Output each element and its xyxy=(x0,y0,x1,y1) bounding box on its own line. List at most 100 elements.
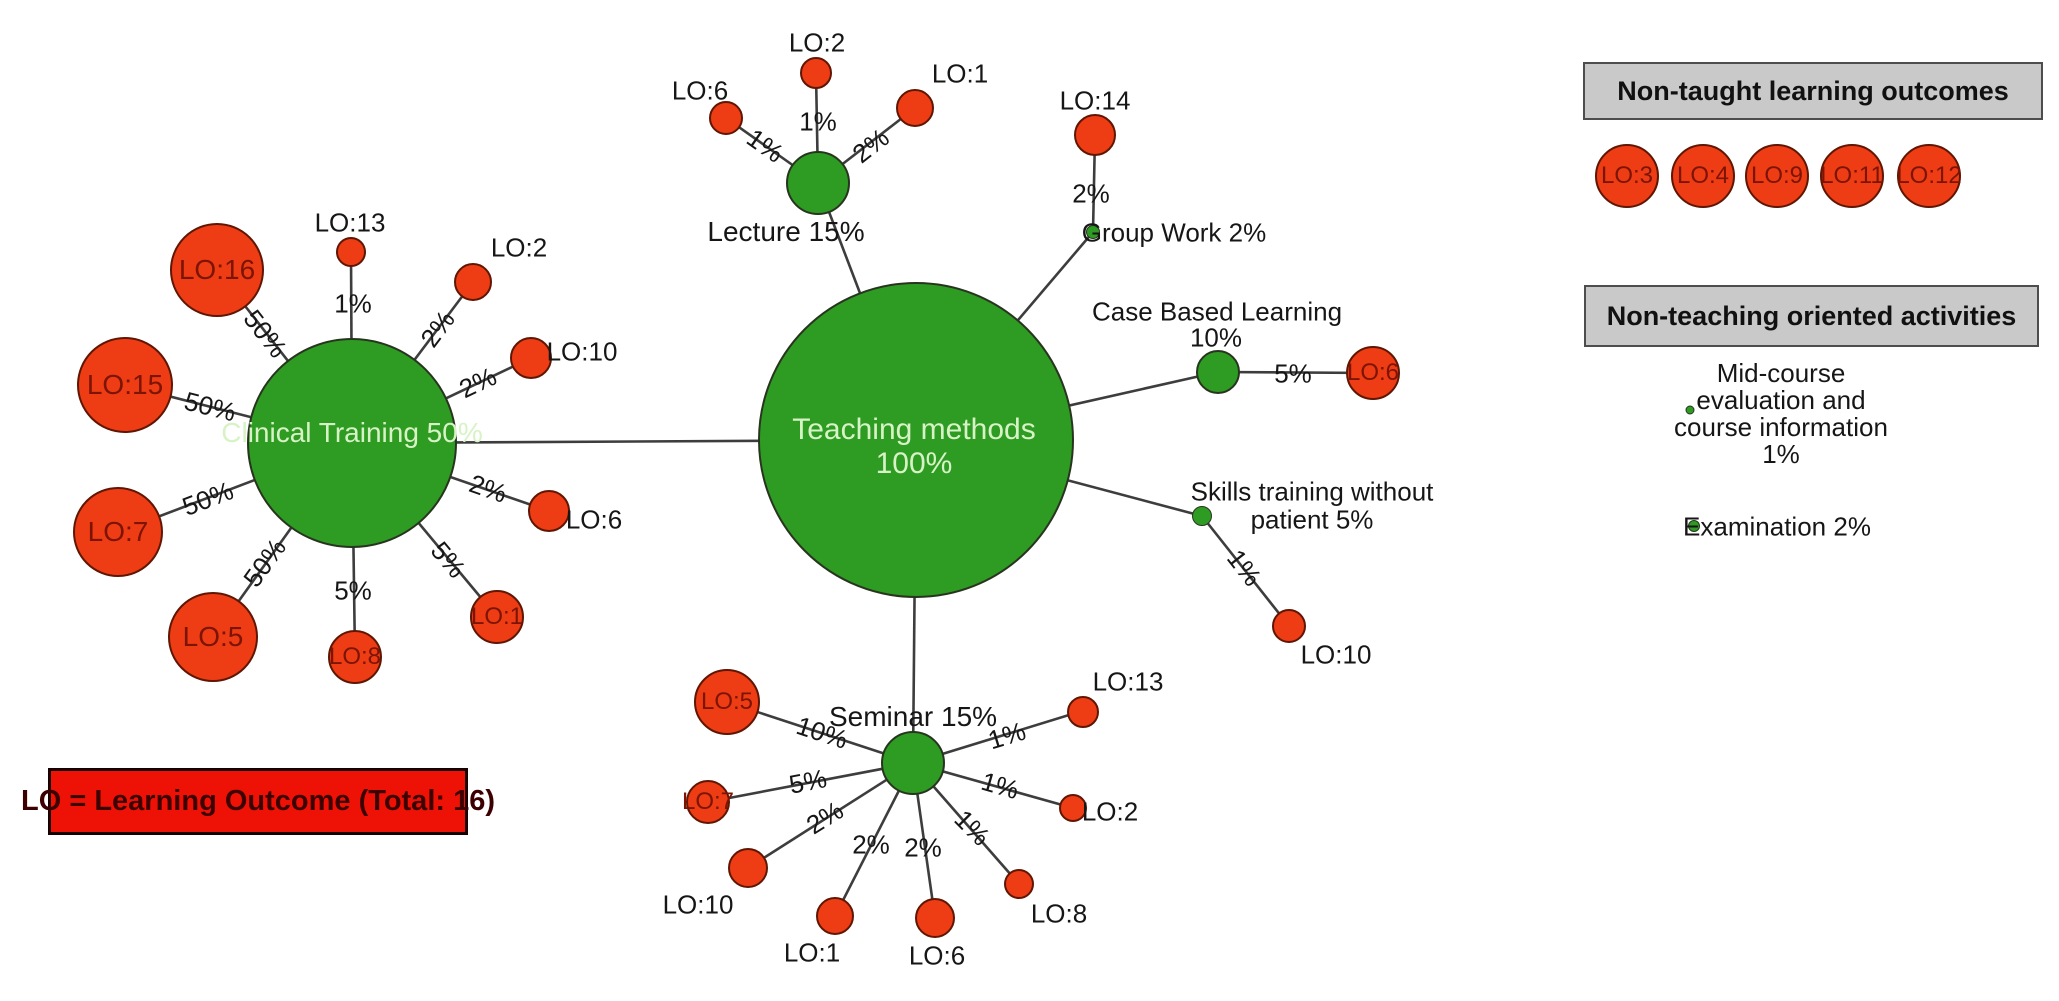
midcourse-line1: Mid-course xyxy=(1716,358,1846,388)
clinical-lo8-label: LO:8 xyxy=(328,643,382,670)
clinical-lo5-node: LO:5 xyxy=(168,592,258,682)
lecture-lo2-node xyxy=(800,57,832,89)
clinical-lo7-node: LO:7 xyxy=(73,487,163,577)
clinical-lo6-node xyxy=(528,490,570,532)
legend-lo3-node: LO:3 xyxy=(1595,144,1659,208)
group-work-node xyxy=(1086,225,1100,239)
clinical-lo8-pct: 5% xyxy=(334,575,372,606)
legend-lo11-node: LO:11 xyxy=(1820,144,1884,208)
lo-key-text: LO = Learning Outcome (Total: 16) xyxy=(21,785,495,817)
lecture-lo1-node xyxy=(896,89,934,127)
teaching-methods-label-line2: 100% xyxy=(875,447,953,480)
clinical-lo13-label: LO:13 xyxy=(314,207,386,238)
examination-dot xyxy=(1688,520,1700,532)
clinical-lo10-node xyxy=(510,337,552,379)
midcourse-label: Mid-course evaluation and course informa… xyxy=(1674,360,1888,468)
legend-lo12-label: LO:12 xyxy=(1896,162,1962,189)
midcourse-dot xyxy=(1685,405,1695,415)
lecture-label: Lecture 15% xyxy=(707,216,865,247)
clinical-lo8-node: LO:8 xyxy=(328,630,382,684)
seminar-lo2-label: LO:2 xyxy=(1081,796,1139,827)
legend-lo12-node: LO:12 xyxy=(1896,144,1962,208)
lecture-node xyxy=(786,151,850,215)
casebased-lo6-node: LO:6 xyxy=(1346,346,1400,400)
lecture-lo2-pct: 1% xyxy=(799,106,837,137)
skills-lo10-node xyxy=(1272,609,1306,643)
seminar-lo1-label: LO:1 xyxy=(783,937,841,968)
lo-key-box: LO = Learning Outcome (Total: 16) xyxy=(21,768,495,835)
midcourse-line3: course information xyxy=(1674,412,1888,442)
clinical-lo7-label: LO:7 xyxy=(87,516,149,547)
groupwork-lo14-node xyxy=(1074,114,1116,156)
seminar-label: Seminar 15% xyxy=(828,701,998,732)
groupwork-lo14-label: LO:14 xyxy=(1059,85,1131,116)
clinical-lo5-label: LO:5 xyxy=(182,621,244,652)
legend-lo4-label: LO:4 xyxy=(1676,162,1730,189)
case-based-learning-label-line1: Case Based Learning xyxy=(1091,296,1343,327)
non-taught-title: Non-taught learning outcomes xyxy=(1617,75,2009,106)
legend-lo9-label: LO:9 xyxy=(1750,162,1804,189)
seminar-lo8-label: LO:8 xyxy=(1030,898,1088,929)
seminar-lo10-label: LO:10 xyxy=(662,889,734,920)
group-work-label: Group Work 2% xyxy=(1081,217,1267,248)
seminar-node xyxy=(881,731,945,795)
skills-lo10-label: LO:10 xyxy=(1300,639,1372,670)
edge-seminar-lo7 xyxy=(707,761,914,804)
clinical-lo6-label: LO:6 xyxy=(565,504,623,535)
groupwork-lo14-pct: 2% xyxy=(1072,178,1110,209)
seminar-lo2-node xyxy=(1059,794,1087,822)
teaching-methods-label: Teaching methods 100% xyxy=(792,413,1036,481)
teaching-methods-node xyxy=(758,282,1074,598)
clinical-lo16-node: LO:16 xyxy=(170,223,264,317)
clinical-lo10-label: LO:10 xyxy=(546,336,618,367)
clinical-lo13-pct: 1% xyxy=(334,288,372,319)
casebased-lo6-pct: 5% xyxy=(1274,358,1312,389)
midcourse-line2: evaluation and xyxy=(1696,385,1866,415)
clinical-training-label: Clinical Training 50% xyxy=(221,417,483,448)
case-based-learning-label-line2: 10% xyxy=(1189,322,1243,353)
clinical-lo2-node xyxy=(454,263,492,301)
case-based-learning-node xyxy=(1196,350,1240,394)
skills-training-label-line2: patient 5% xyxy=(1250,504,1374,535)
seminar-lo1-pct: 2% xyxy=(852,829,890,860)
clinical-lo1-node: LO:1 xyxy=(470,590,524,644)
clinical-lo1-label: LO:1 xyxy=(470,603,524,630)
casebased-lo6-label: LO:6 xyxy=(1346,359,1400,386)
edge-skills-lo10 xyxy=(1200,515,1291,627)
seminar-lo10-node xyxy=(728,848,768,888)
seminar-lo5-label: LO:5 xyxy=(700,688,754,715)
non-teaching-header: Non-teaching oriented activities xyxy=(1584,285,2039,347)
clinical-lo15-node: LO:15 xyxy=(77,337,173,433)
seminar-lo6-label: LO:6 xyxy=(908,940,966,971)
seminar-lo7-label: LO:7 xyxy=(681,788,735,815)
clinical-lo15-label: LO:15 xyxy=(86,369,164,400)
seminar-lo5-node: LO:5 xyxy=(694,669,760,735)
clinical-training-node xyxy=(247,338,457,548)
clinical-lo2-label: LO:2 xyxy=(490,232,548,263)
lecture-lo2-label: LO:2 xyxy=(788,27,846,58)
legend-lo3-label: LO:3 xyxy=(1600,162,1654,189)
non-taught-header: Non-taught learning outcomes xyxy=(1583,62,2043,120)
midcourse-line4: 1% xyxy=(1762,439,1800,469)
seminar-lo7-node: LO:7 xyxy=(682,780,734,824)
seminar-lo8-node xyxy=(1004,869,1034,899)
seminar-lo13-node xyxy=(1067,696,1099,728)
clinical-lo16-label: LO:16 xyxy=(178,254,256,285)
legend-lo4-node: LO:4 xyxy=(1671,144,1735,208)
skills-training-node xyxy=(1192,506,1212,526)
seminar-lo13-label: LO:13 xyxy=(1092,666,1164,697)
seminar-lo6-node xyxy=(915,898,955,938)
lecture-lo1-label: LO:1 xyxy=(931,58,989,89)
seminar-lo6-pct: 2% xyxy=(904,832,942,863)
examination-label: Examination 2% xyxy=(1683,511,1871,542)
seminar-lo1-node xyxy=(816,897,854,935)
legend-lo9-node: LO:9 xyxy=(1745,144,1809,208)
legend-lo11-label: LO:11 xyxy=(1820,162,1884,189)
lecture-lo6-node xyxy=(709,101,743,135)
teaching-methods-label-line1: Teaching methods xyxy=(792,413,1036,446)
skills-training-label-line1: Skills training without xyxy=(1190,476,1434,507)
clinical-lo13-node xyxy=(336,237,366,267)
lecture-lo6-label: LO:6 xyxy=(671,75,729,106)
non-teaching-title: Non-teaching oriented activities xyxy=(1606,300,2017,331)
